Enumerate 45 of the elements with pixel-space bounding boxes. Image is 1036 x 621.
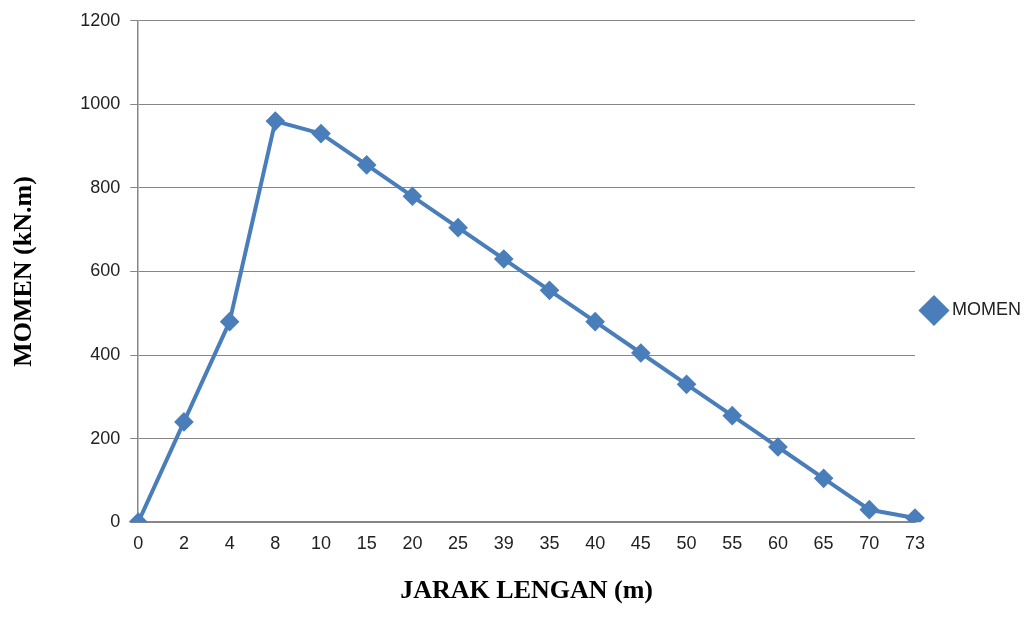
point	[814, 469, 833, 488]
x-tick-label: 65	[813, 532, 834, 553]
x-tick-label: 4	[224, 532, 235, 553]
point	[403, 187, 422, 206]
point	[357, 155, 376, 174]
point	[860, 500, 879, 519]
y-tick-label: 800	[90, 176, 121, 197]
x-tick-label: 40	[585, 532, 606, 553]
y-tick-label: 0	[110, 511, 121, 532]
x-tick-label: 45	[630, 532, 651, 553]
legend-label: MOMEN	[952, 299, 1022, 320]
point	[494, 249, 513, 268]
y-tick-label: 400	[90, 344, 121, 365]
point	[906, 509, 925, 523]
point	[266, 112, 285, 131]
x-tick-label: 73	[904, 532, 926, 553]
y-axis-title: MOMEN (kN.m)	[8, 176, 38, 367]
y-tick-label: 200	[90, 427, 121, 448]
point	[723, 406, 742, 425]
x-tick-label: 39	[493, 532, 514, 553]
x-tick-label: 10	[311, 532, 332, 553]
x-tick-label: 55	[722, 532, 743, 553]
point	[220, 312, 239, 331]
x-tick-label: 50	[676, 532, 697, 553]
point	[768, 437, 787, 456]
y-tick-label: 1200	[80, 9, 121, 30]
point	[449, 218, 468, 237]
x-tick-label: 25	[448, 532, 469, 553]
point	[174, 412, 193, 431]
point	[631, 343, 650, 362]
x-tick-label: 8	[270, 532, 281, 553]
x-axis-title: JARAK LENGAN (m)	[400, 575, 654, 605]
x-tick-label: 2	[178, 532, 189, 553]
x-tick-label: 20	[402, 532, 423, 553]
y-tick-label: 1000	[80, 93, 121, 114]
x-tick-label: 0	[133, 532, 144, 553]
x-tick-label: 70	[859, 532, 880, 553]
x-tick-label: 15	[356, 532, 377, 553]
x-tick-label: 35	[539, 532, 560, 553]
y-tick-label: 600	[90, 260, 121, 281]
point	[540, 281, 559, 300]
point	[677, 375, 696, 394]
point	[586, 312, 605, 331]
point	[312, 124, 331, 143]
x-tick-label: 60	[767, 532, 788, 553]
